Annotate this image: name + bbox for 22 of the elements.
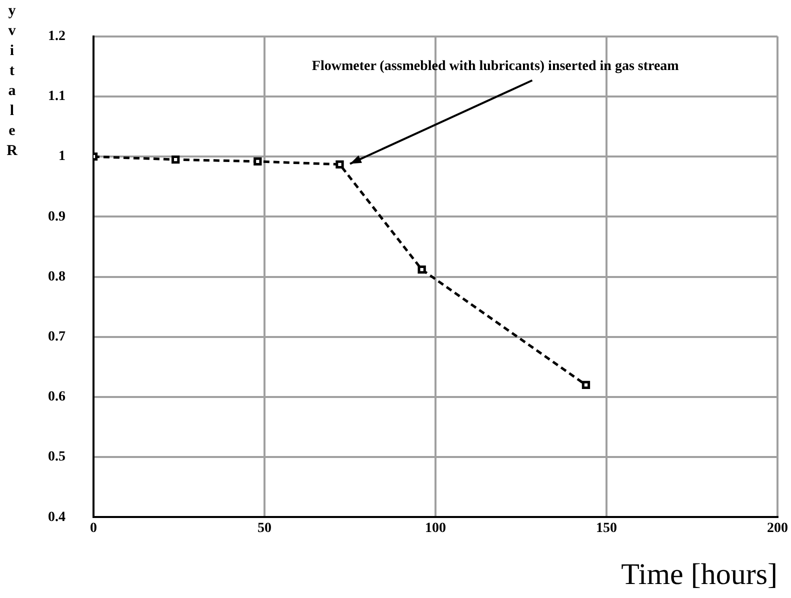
- x-tick-label: 200: [767, 521, 788, 536]
- y-tick-label: 1: [58, 149, 66, 164]
- x-tick-label: 150: [596, 521, 617, 536]
- point: [172, 156, 180, 164]
- y-tick-label: 1.1: [48, 89, 66, 104]
- point: [582, 380, 590, 390]
- y-tick-label: 1.2: [48, 29, 66, 44]
- y-tick-label: 0.8: [48, 269, 66, 284]
- y-tick-label: 0.4: [48, 510, 66, 525]
- x-tick-label: 100: [425, 521, 446, 536]
- point: [336, 160, 344, 168]
- point: [418, 266, 426, 274]
- y-axis-title: yvitaleR: [6, 3, 18, 159]
- y-tick-label: 0.7: [48, 330, 66, 345]
- x-tick-label: 50: [258, 521, 272, 536]
- x-axis-title: Time [hours]: [621, 558, 778, 591]
- y-tick-label: 0.5: [48, 450, 66, 465]
- point: [254, 157, 262, 166]
- annotation: Flowmeter (assmebled with lubricants) inserted in gas stream: [312, 59, 680, 74]
- y-tick-label: 0.6: [48, 390, 66, 405]
- y-tick-label: 0.9: [48, 209, 66, 224]
- x-tick-label: 0: [90, 521, 97, 536]
